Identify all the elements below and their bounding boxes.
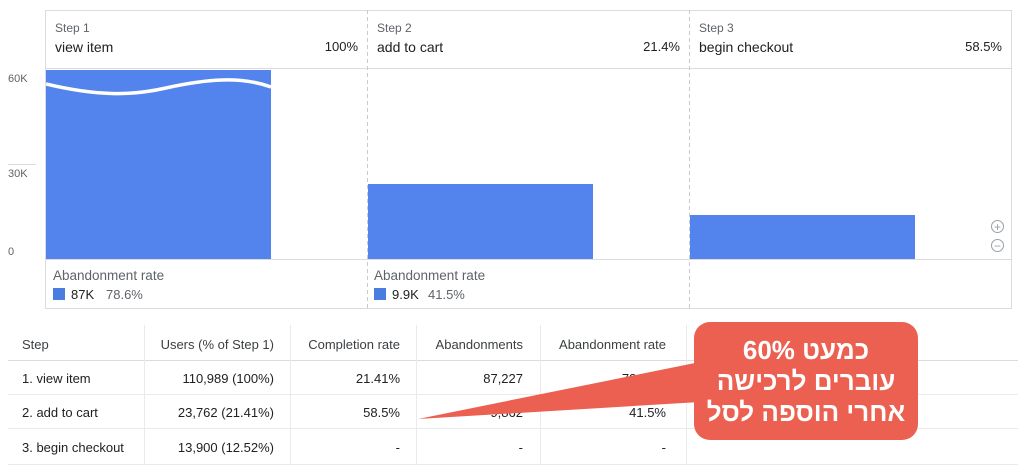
callout-line-2: עוברים לרכישה (716, 366, 896, 396)
zoom-out-icon[interactable]: − (991, 239, 1004, 252)
abandonment-label: Abandonment rate (374, 268, 486, 283)
callout-line-1: כמעט 60% (742, 335, 870, 365)
step-header-3[interactable]: Step 3 begin checkout 58.5% (690, 11, 1011, 68)
table-row-3-completion: - (395, 440, 400, 455)
abandonment-info-1: Abandonment rate 87K 78.6% (46, 260, 367, 308)
abandonment-rate: 78.6% (106, 287, 143, 302)
abandonment-count: 87K (71, 287, 95, 302)
table-header-abandonment-rate[interactable]: Abandonment rate (559, 337, 666, 352)
y-axis-label-30k: 30K (8, 168, 28, 180)
table-row-1-completion: 21.41% (355, 371, 400, 386)
step-header-1[interactable]: Step 1 view item 100% (46, 11, 367, 68)
abandonment-label: Abandonment rate (53, 268, 165, 283)
abandonment-swatch (374, 288, 386, 300)
axis-break-wave (46, 78, 271, 96)
callout-line-3: אחרי הוספה לסל (706, 397, 906, 427)
table-row-3-step[interactable]: 3. begin checkout (22, 440, 124, 455)
table-header-abandonments[interactable]: Abandonments (435, 337, 523, 352)
table-row-1-users: 110,989 (100%) (182, 371, 274, 386)
table-row-2-completion: 58.5% (363, 405, 400, 420)
table-row-1-abandonments: 87,227 (483, 371, 523, 386)
table-header-completion-rate[interactable]: Completion rate (308, 337, 400, 352)
step-percent: 21.4% (643, 39, 680, 54)
abandonment-swatch (53, 288, 65, 300)
table-row-2-abandonment-rate: 41.5% (629, 405, 666, 420)
step-header-2[interactable]: Step 2 add to cart 21.4% (368, 11, 689, 68)
y-axis-label-60k: 60K (8, 73, 28, 85)
table-header-users[interactable]: Users (% of Step 1) (160, 337, 274, 352)
step-percent: 58.5% (965, 39, 1002, 54)
abandonment-count: 9.9K (392, 287, 419, 302)
step-number: Step 2 (377, 21, 412, 35)
table-row-2-users: 23,762 (21.41%) (177, 405, 274, 420)
table-header-step[interactable]: Step (22, 337, 49, 352)
step-number: Step 3 (699, 21, 734, 35)
abandonment-info-2: Abandonment rate 9.9K 41.5% (368, 260, 689, 308)
table-row-1-step[interactable]: 1. view item (22, 371, 91, 386)
chart-gridlines (8, 10, 1012, 309)
y-axis-label-0: 0 (8, 246, 15, 258)
step-name: begin checkout (699, 39, 794, 55)
funnel-bar-add-to-cart[interactable] (368, 184, 593, 259)
table-row-3-abandonment-rate: - (661, 440, 666, 455)
step-percent: 100% (324, 39, 358, 54)
table-row-3-users: 13,900 (12.52%) (177, 440, 274, 455)
table-row-3-abandonments: - (518, 440, 523, 455)
callout-box: כמעט 60% עוברים לרכישה אחרי הוספה לסל (694, 322, 918, 440)
funnel-bar-begin-checkout[interactable] (690, 215, 915, 259)
table-row-2-step[interactable]: 2. add to cart (22, 405, 98, 420)
abandonment-rate: 41.5% (428, 287, 465, 302)
step-name: add to cart (377, 39, 444, 55)
zoom-in-icon[interactable]: + (991, 220, 1004, 233)
funnel-bar-view-item[interactable] (46, 70, 271, 259)
step-name: view item (55, 39, 114, 55)
step-number: Step 1 (55, 21, 90, 35)
